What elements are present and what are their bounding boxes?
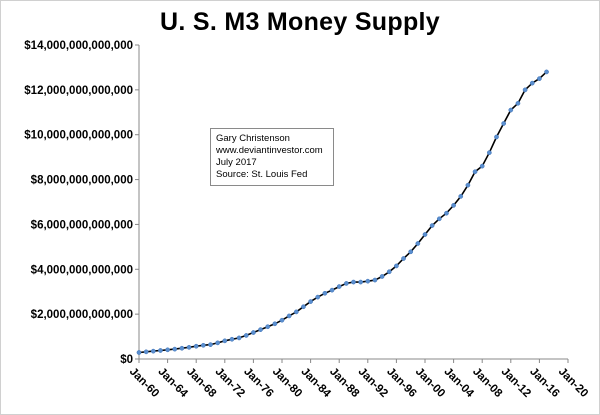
data-point [501, 121, 506, 126]
x-tick-label: Jan-96 [384, 366, 418, 400]
data-point [301, 304, 306, 310]
data-point [386, 269, 392, 275]
data-point [494, 134, 499, 140]
y-tick-label: $14,000,000,000,000 [24, 40, 133, 52]
data-point [379, 274, 385, 279]
data-point [272, 321, 278, 327]
data-point [236, 335, 242, 341]
data-point [329, 287, 335, 293]
data-point [344, 281, 349, 286]
data-point [522, 87, 528, 93]
annotation-date: July 2017 [216, 157, 257, 168]
data-point [172, 346, 178, 352]
data-point [479, 163, 485, 169]
data-point [215, 340, 220, 346]
data-point [279, 317, 285, 323]
data-point [508, 107, 514, 113]
x-tick-label: Jan-84 [298, 366, 333, 401]
y-tick-label: $4,000,000,000,000 [31, 264, 133, 276]
data-point [537, 76, 542, 81]
data-point [372, 277, 378, 283]
data-point [322, 290, 328, 296]
y-tick-label: $8,000,000,000,000 [31, 175, 133, 187]
data-point [351, 279, 356, 285]
data-point [544, 69, 549, 75]
data-point [401, 256, 406, 261]
data-point [436, 216, 442, 222]
data-point [265, 324, 271, 330]
data-point [394, 263, 399, 269]
data-point [429, 223, 435, 228]
data-point [143, 349, 149, 355]
data-point [293, 309, 299, 315]
x-tick-label: Jan-88 [327, 366, 362, 401]
data-point [258, 327, 263, 332]
x-tick-label: Jan-04 [441, 366, 476, 401]
x-tick-label: Jan-08 [470, 366, 505, 401]
y-tick-label: $0 [120, 354, 133, 366]
data-point [487, 150, 492, 156]
data-point [315, 294, 321, 300]
y-tick-label: $12,000,000,000,000 [24, 85, 133, 97]
data-point [251, 330, 256, 335]
x-tick-label: Jan-12 [499, 366, 533, 400]
data-point [150, 348, 156, 354]
data-point [365, 278, 371, 284]
data-point [336, 284, 342, 289]
series-line [138, 71, 548, 354]
data-point [186, 344, 192, 350]
data-point [229, 336, 235, 342]
data-point [158, 348, 163, 353]
x-tick-label: Jan-00 [413, 366, 447, 400]
data-point [165, 347, 170, 353]
data-point [201, 342, 206, 348]
y-tick-label: $6,000,000,000,000 [31, 219, 133, 231]
x-tick-label: Jan-92 [356, 366, 390, 400]
data-point [243, 333, 249, 338]
chart-title: U. S. M3 Money Supply [160, 8, 440, 36]
data-point [358, 279, 363, 285]
data-point [193, 343, 199, 349]
annotation-box: Gary Christenson www.deviantinvestor.com… [210, 128, 334, 186]
data-point [465, 182, 471, 188]
annotation-website: www.deviantinvestor.com [216, 145, 323, 156]
data-point [529, 80, 535, 86]
data-point [208, 342, 213, 347]
data-point [408, 249, 414, 255]
x-tick-label: Jan-72 [213, 366, 247, 400]
annotation-author: Gary Christenson [216, 133, 290, 144]
data-point [515, 100, 521, 106]
x-tick-label: Jan-64 [155, 366, 190, 401]
x-tick-label: Jan-60 [127, 366, 161, 400]
data-point [444, 210, 449, 216]
data-point [286, 313, 292, 319]
data-point [136, 350, 142, 355]
data-point [472, 169, 478, 175]
x-tick-label: Jan-68 [184, 366, 219, 401]
x-tick-label: Jan-76 [241, 366, 275, 400]
x-tick-label: Jan-20 [556, 366, 590, 400]
data-point [451, 203, 456, 208]
data-point [422, 232, 428, 237]
data-point [179, 345, 185, 351]
x-tick-label: Jan-16 [527, 366, 561, 400]
y-tick-label: $10,000,000,000,000 [24, 130, 133, 142]
data-point [458, 194, 464, 199]
data-point [415, 241, 421, 246]
x-tick-label: Jan-80 [270, 366, 304, 400]
annotation-source: Source: St. Louis Fed [216, 169, 308, 180]
data-point [222, 338, 228, 344]
data-point [308, 299, 313, 304]
y-tick-label: $2,000,000,000,000 [31, 309, 133, 321]
